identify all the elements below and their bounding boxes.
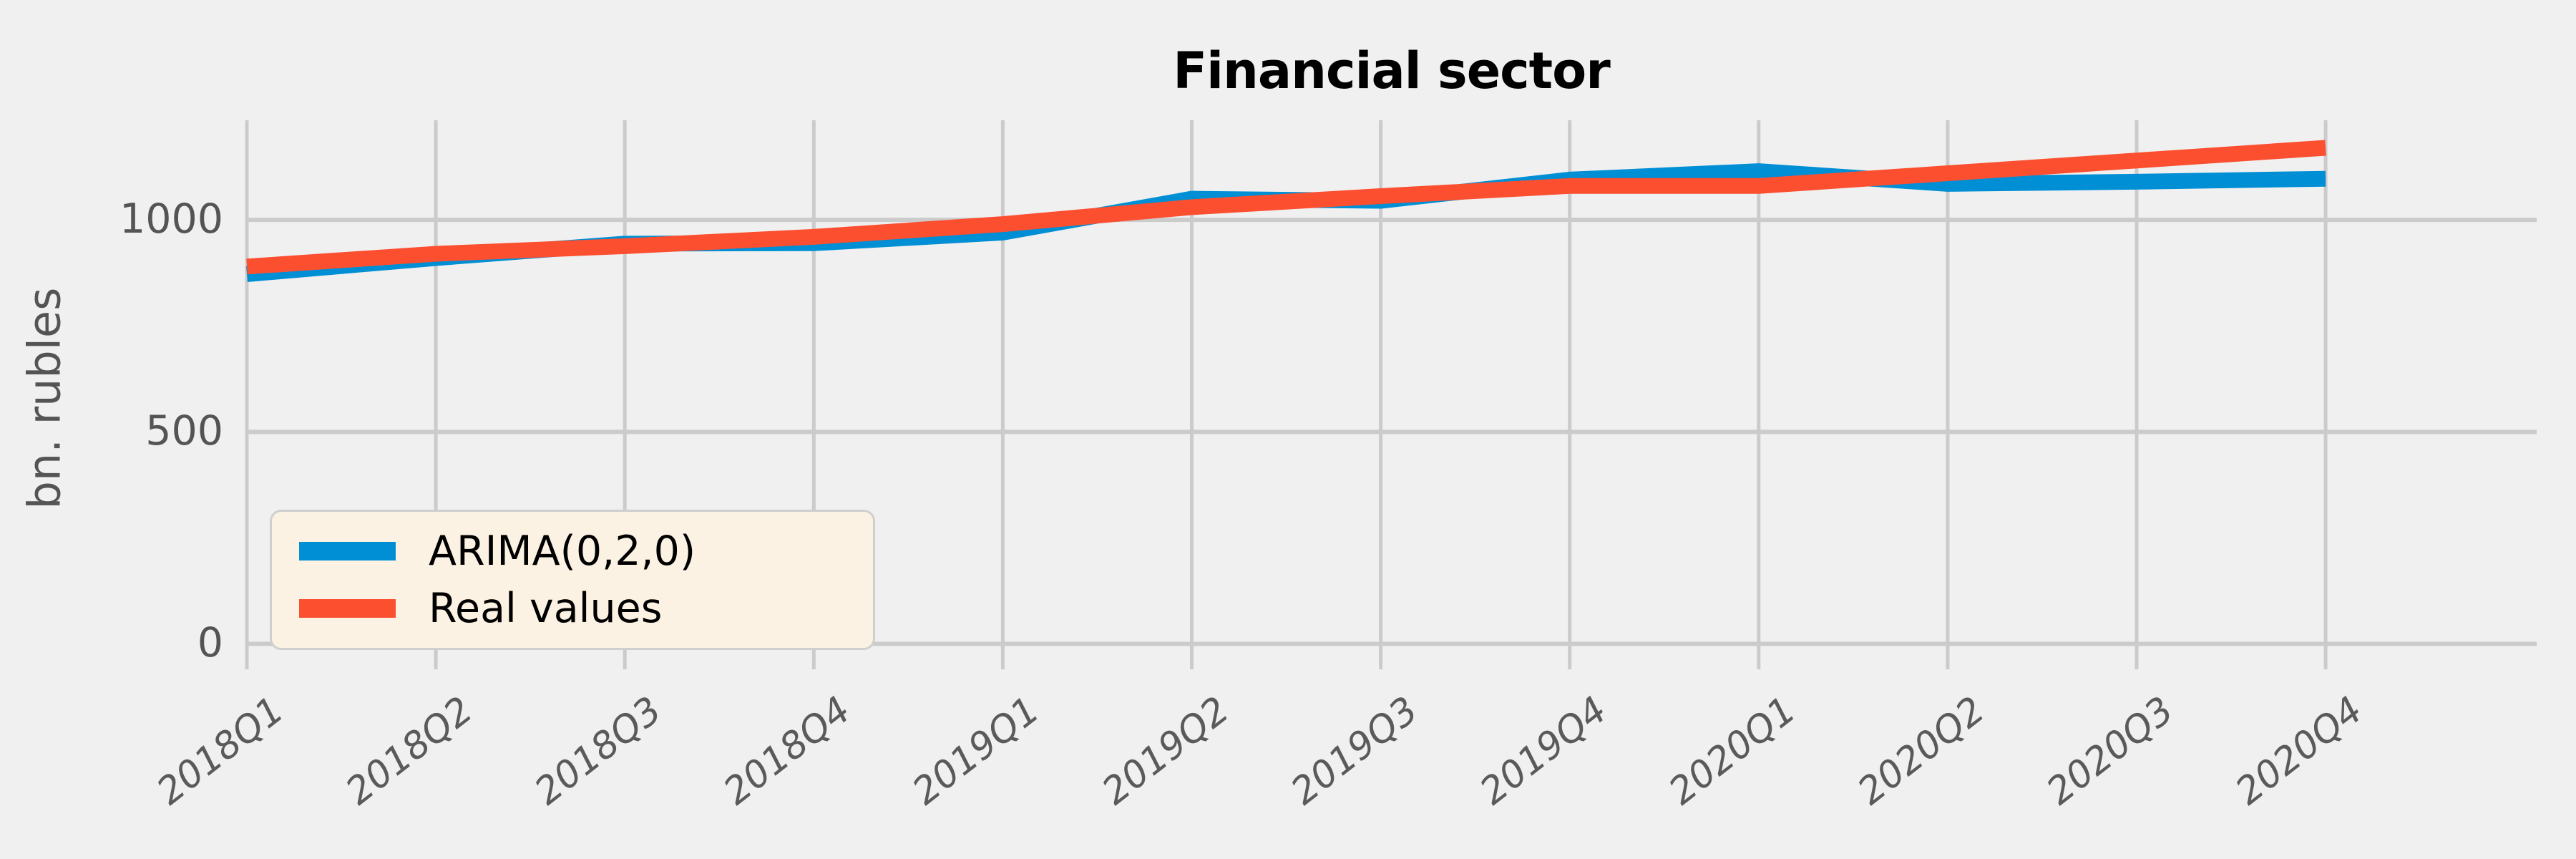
y-tick-label-0: 0 [197,619,223,667]
series-line-Real values [246,140,2326,275]
legend-line-swatch [299,542,396,561]
legend-entry-ARIMA(0,2,0): ARIMA(0,2,0) [272,530,873,573]
chart-title: Financial sector [1173,42,1611,100]
series-line-ARIMA(0,2,0) [246,163,2326,282]
legend-label: Real values [429,584,663,632]
legend-line-swatch [299,598,396,618]
legend-label: ARIMA(0,2,0) [429,528,696,576]
y-tick-label-500: 500 [145,407,223,455]
legend: ARIMA(0,2,0) Real values [270,510,875,650]
legend-entry-Real values: Real values [272,587,873,630]
y-tick-label-1000: 1000 [119,195,223,243]
